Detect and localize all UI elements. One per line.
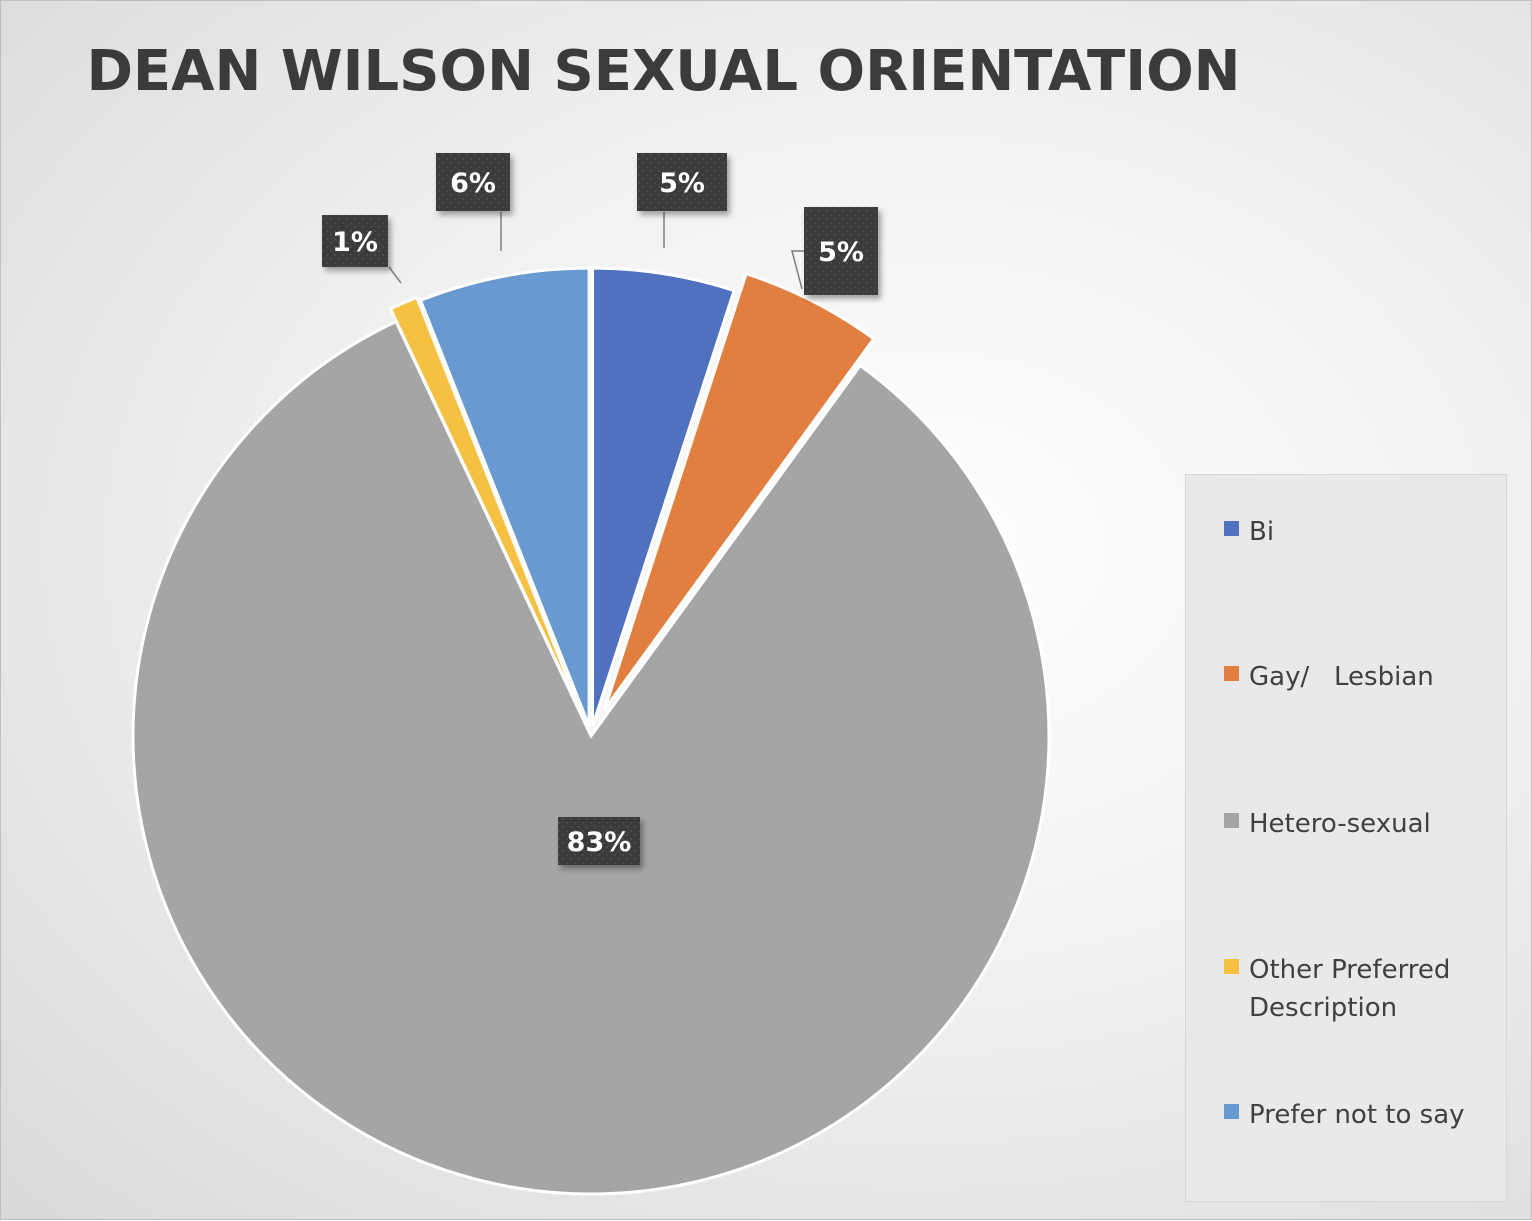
data-label-other-preferred-description: 1% <box>332 227 378 258</box>
legend-swatch <box>1224 521 1239 536</box>
leader-line-gay-lesbian <box>791 250 806 290</box>
legend-label: Hetero-sexual <box>1249 809 1431 839</box>
legend-swatch <box>1224 666 1239 681</box>
data-label-box-prefer-not-to-say <box>436 153 510 211</box>
legend-item-gay-lesbian[interactable]: Gay/ Lesbian <box>1224 658 1494 696</box>
legend-item-other-preferred-description[interactable]: Other Preferred Description <box>1224 951 1494 1027</box>
pie-slice-other-preferred-description[interactable] <box>388 295 587 724</box>
data-label-prefer-not-to-say: 6% <box>450 168 496 199</box>
pie-slice-hetero-sexual[interactable] <box>131 319 1051 1196</box>
legend-label: Bi <box>1249 517 1275 547</box>
data-label-box-gay-lesbian <box>804 207 878 295</box>
leader-line-other-preferred-description <box>388 266 402 284</box>
pie-slice-bi[interactable] <box>591 266 736 727</box>
chart-title: DEAN WILSON SEXUAL ORIENTATION <box>86 39 1241 104</box>
data-label-box-hetero-sexual <box>558 817 640 865</box>
data-label-hetero-sexual: 83% <box>567 827 632 858</box>
pie-slices <box>131 266 1051 1196</box>
legend-swatch <box>1224 1104 1239 1119</box>
legend-swatch <box>1224 813 1239 828</box>
legend-item-hetero-sexual[interactable]: Hetero-sexual <box>1224 805 1494 843</box>
data-label-bi: 5% <box>659 168 705 199</box>
pie-slice-prefer-not-to-say[interactable] <box>418 266 591 727</box>
data-label-box-other-preferred-description <box>322 215 388 267</box>
legend-item-prefer-not-to-say[interactable]: Prefer not to say <box>1224 1096 1494 1134</box>
data-labels: 5% 5% 83% 1% 6% <box>322 153 878 865</box>
legend-swatch <box>1224 959 1239 974</box>
legend-label: Other Preferred Description <box>1249 955 1459 1023</box>
leader-lines <box>388 212 806 290</box>
legend-label: Prefer not to say <box>1249 1100 1465 1130</box>
legend: Bi Gay/ Lesbian Hetero-sexual Other Preferr… <box>1185 474 1507 1202</box>
legend-item-bi[interactable]: Bi <box>1224 513 1494 551</box>
data-label-box-bi <box>637 153 727 211</box>
pie-slice-gay-lesbian[interactable] <box>603 271 876 711</box>
data-label-gay-lesbian: 5% <box>818 237 864 268</box>
legend-label: Gay/ Lesbian <box>1249 662 1434 692</box>
